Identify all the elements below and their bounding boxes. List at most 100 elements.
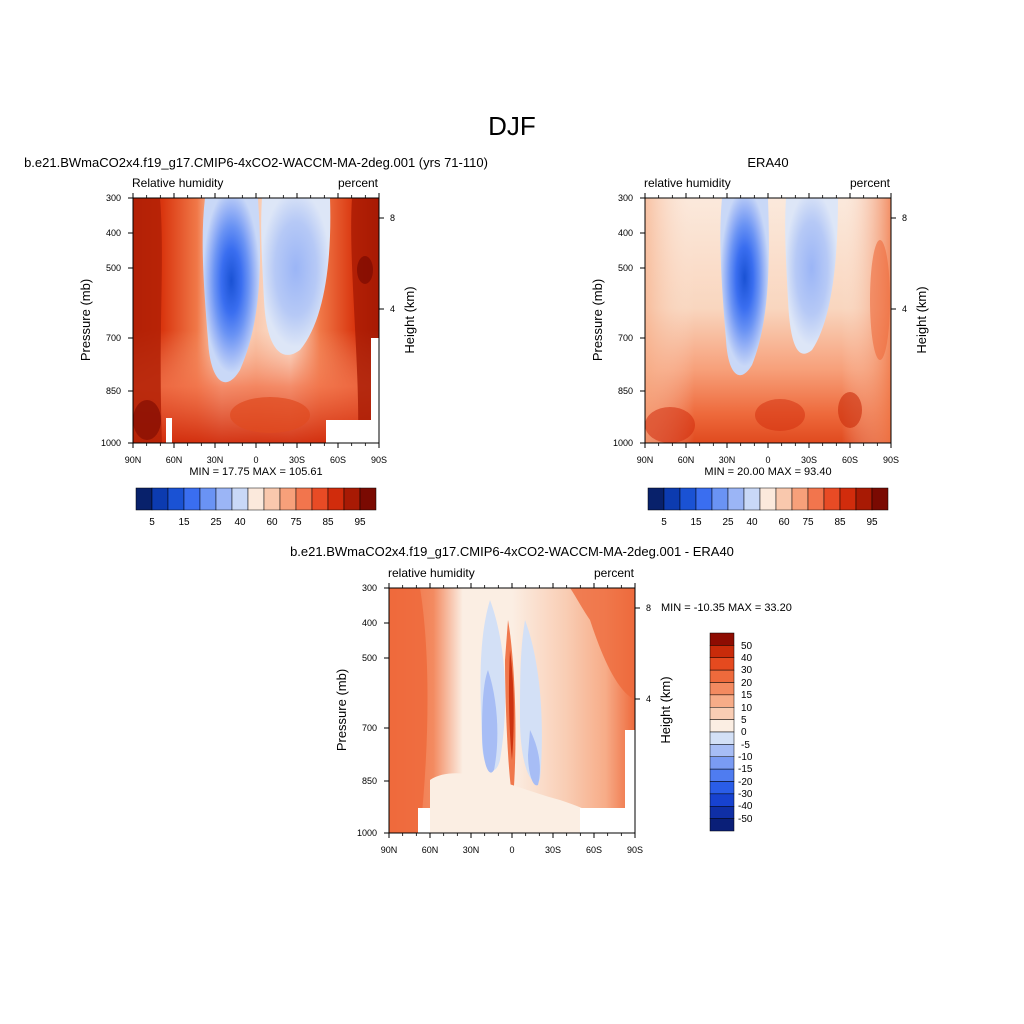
- x-axis: 90N 60N 30N 0 30S 60S 90S: [381, 845, 643, 855]
- colorbar-swatch: [709, 818, 735, 832]
- colorbar-swatch: [295, 487, 313, 511]
- colorbar-label: 25: [210, 517, 222, 528]
- colorbar-swatch: [709, 707, 735, 720]
- y2-tick-label: 4: [646, 694, 651, 704]
- x-tick-marks: [132, 193, 380, 448]
- colorbar-label: 5: [661, 517, 667, 528]
- colorbar-swatch: [709, 756, 735, 770]
- colorbar-label: -50: [738, 814, 753, 825]
- colorbar-swatch: [311, 487, 329, 511]
- left-label: relative humidity: [644, 176, 731, 190]
- colorbar-swatch: [709, 669, 735, 683]
- x-tick-label: 90N: [637, 455, 654, 465]
- contour-field: [133, 198, 379, 443]
- x-tick-label: 60N: [166, 455, 183, 465]
- y2-tick-label: 8: [902, 213, 907, 223]
- panel-obs: ERA40 relative humidity percent 300 400 …: [590, 155, 929, 528]
- y-tick-label: 300: [106, 193, 121, 203]
- y2-axis-label: Height (km): [402, 286, 417, 353]
- colorbar-label: 0: [741, 727, 747, 738]
- colorbar-label: 60: [778, 517, 790, 528]
- colorbar-label: 85: [322, 517, 334, 528]
- panel-difference: b.e21.BWmaCO2x4.f19_g17.CMIP6-4xCO2-WACC…: [290, 544, 792, 855]
- colorbar-swatch: [151, 487, 169, 511]
- y2-tick-label: 8: [646, 603, 651, 613]
- right-label: percent: [850, 176, 891, 190]
- right-label: percent: [594, 566, 635, 580]
- y-tick-label: 1000: [357, 828, 377, 838]
- y-tick-label: 300: [618, 193, 633, 203]
- y-axis: 300 400 500 700 850 1000: [357, 583, 389, 838]
- colorbar-labels: 50 40 30 20 15 10 5 0 -5 -10 -15 -20 -30…: [738, 641, 753, 825]
- colorbar-swatch: [871, 487, 889, 511]
- y-axis-label: Pressure (mb): [590, 279, 605, 361]
- right-label: percent: [338, 176, 379, 190]
- y-tick-label: 700: [362, 723, 377, 733]
- colorbar-label: 5: [741, 715, 747, 726]
- y2-axis: 8 4: [891, 213, 907, 314]
- colorbar-label: 5: [149, 517, 155, 528]
- colorbar-swatch: [839, 487, 857, 511]
- y-tick-label: 1000: [101, 438, 121, 448]
- stats-text: MIN = -10.35 MAX = 33.20: [661, 602, 792, 614]
- x-tick-label: 60N: [422, 845, 439, 855]
- colorbar-swatch: [679, 487, 697, 511]
- colorbar-swatch: [247, 487, 265, 511]
- colorbar-label: 40: [741, 653, 753, 664]
- x-axis: 90N 60N 30N 0 30S 60S 90S: [637, 455, 899, 465]
- colorbar-swatch: [663, 487, 681, 511]
- colorbar-label: 30: [741, 665, 753, 676]
- colorbar-swatch: [807, 487, 825, 511]
- y-axis: 300 400 500 700 850 1000: [613, 193, 645, 448]
- x-tick-label: 90S: [627, 845, 643, 855]
- panel-model: b.e21.BWmaCO2x4.f19_g17.CMIP6-4xCO2-WACC…: [24, 155, 488, 528]
- x-tick-label: 30S: [801, 455, 817, 465]
- y-tick-label: 850: [618, 386, 633, 396]
- colorbar-swatch: [199, 487, 217, 511]
- y-tick-label: 400: [618, 228, 633, 238]
- colorbar-swatch: [709, 744, 735, 757]
- colorbar-swatch: [343, 487, 361, 511]
- colorbar-label: 75: [290, 517, 302, 528]
- x-tick-label: 0: [509, 845, 514, 855]
- y-tick-label: 700: [618, 333, 633, 343]
- y2-axis-label: Height (km): [658, 676, 673, 743]
- colorbar-swatch: [695, 487, 713, 511]
- y2-axis-label: Height (km): [914, 286, 929, 353]
- y-tick-label: 300: [362, 583, 377, 593]
- y-tick-label: 700: [106, 333, 121, 343]
- colorbar-swatch: [183, 487, 201, 511]
- colorbar-label: 75: [802, 517, 814, 528]
- colorbar-swatch: [709, 731, 735, 745]
- colorbar-swatch: [709, 645, 735, 658]
- y2-axis: 8 4: [635, 603, 651, 704]
- colorbar-label: 15: [178, 517, 190, 528]
- x-tick-label: 60S: [842, 455, 858, 465]
- colorbar: [135, 487, 377, 511]
- colorbar-label: 60: [266, 517, 278, 528]
- colorbar-swatch: [709, 768, 735, 782]
- colorbar-swatch: [709, 719, 735, 733]
- colorbar-swatch: [711, 487, 729, 511]
- colorbar-label: 25: [722, 517, 734, 528]
- stats-text: MIN = 17.75 MAX = 105.61: [189, 466, 322, 478]
- x-tick-label: 60S: [330, 455, 346, 465]
- colorbar-labels: 5 15 25 40 60 75 85 95: [661, 517, 878, 528]
- x-tick-label: 0: [765, 455, 770, 465]
- colorbar-swatch: [791, 487, 809, 511]
- x-tick-label: 60N: [678, 455, 695, 465]
- page-title: DJF: [488, 111, 536, 141]
- colorbar: [647, 487, 889, 511]
- colorbar-swatch: [359, 487, 377, 511]
- y-tick-label: 400: [362, 618, 377, 628]
- y2-tick-label: 4: [390, 304, 395, 314]
- x-tick-label: 30N: [463, 845, 480, 855]
- colorbar-swatch: [135, 487, 153, 511]
- x-tick-label: 90N: [125, 455, 142, 465]
- y-axis: 300 400 500 700 850 1000: [101, 193, 133, 448]
- x-tick-marks: [644, 193, 892, 448]
- x-axis: 90N 60N 30N 0 30S 60S 90S: [125, 455, 387, 465]
- colorbar-swatch: [709, 793, 735, 807]
- colorbar-label: 95: [354, 517, 366, 528]
